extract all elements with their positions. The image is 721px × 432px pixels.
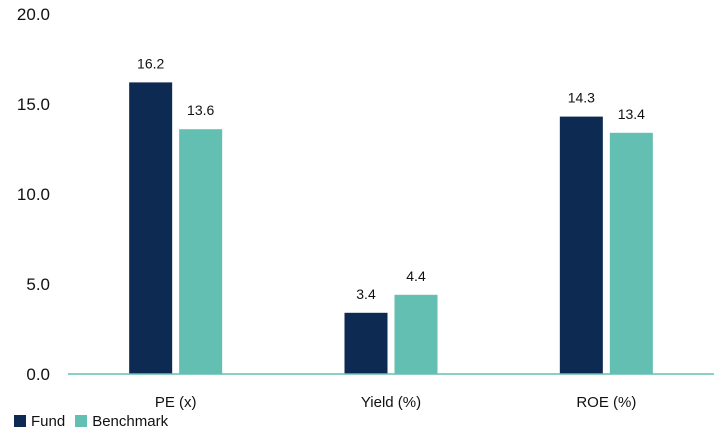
bars bbox=[129, 82, 653, 375]
legend-label-fund: Fund bbox=[31, 412, 66, 430]
legend-swatch-fund bbox=[14, 415, 26, 427]
x-category-label: PE (x) bbox=[155, 394, 197, 411]
y-tick-label: 20.0 bbox=[17, 5, 50, 24]
legend-label-benchmark: Benchmark bbox=[92, 412, 169, 430]
bar-fund bbox=[344, 312, 388, 374]
x-category-label: Yield (%) bbox=[361, 394, 421, 411]
bar-benchmark bbox=[394, 294, 438, 374]
x-axis: PE (x) Yield (%) ROE (%) bbox=[155, 394, 637, 411]
data-label-benchmark: 13.6 bbox=[187, 102, 214, 118]
bar-fund bbox=[129, 82, 173, 375]
y-tick-label: 5.0 bbox=[26, 275, 50, 294]
data-label-benchmark: 13.4 bbox=[618, 106, 645, 122]
y-tick-label: 0.0 bbox=[26, 365, 50, 384]
x-category-label: ROE (%) bbox=[576, 394, 636, 411]
legend: Fund Benchmark bbox=[14, 412, 178, 430]
data-label-benchmark: 4.4 bbox=[406, 268, 426, 284]
data-label-fund: 16.2 bbox=[137, 55, 164, 71]
bar-fund bbox=[559, 116, 603, 374]
bar-benchmark bbox=[179, 129, 223, 374]
legend-item-fund: Fund bbox=[14, 413, 65, 430]
bar-benchmark bbox=[609, 132, 653, 374]
y-axis: 0.0 5.0 10.0 15.0 20.0 bbox=[17, 5, 50, 384]
data-label-fund: 3.4 bbox=[356, 286, 376, 302]
y-tick-label: 15.0 bbox=[17, 95, 50, 114]
data-label-fund: 14.3 bbox=[568, 90, 595, 106]
y-tick-label: 10.0 bbox=[17, 185, 50, 204]
legend-swatch-benchmark bbox=[75, 415, 88, 427]
value-labels: 16.2 13.6 3.4 4.4 14.3 13.4 bbox=[137, 55, 645, 301]
legend-item-benchmark: Benchmark bbox=[75, 413, 168, 430]
